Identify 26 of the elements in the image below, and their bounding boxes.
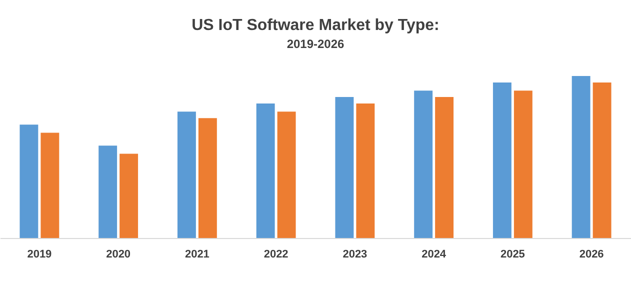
- bar: [592, 82, 612, 238]
- bar: [356, 104, 375, 238]
- bar: [572, 76, 590, 238]
- bar: [514, 90, 532, 238]
- bar: [20, 124, 38, 238]
- bar: [40, 132, 60, 238]
- bar: [198, 118, 217, 238]
- x-tick-label: 2019: [27, 248, 52, 260]
- x-tick-label: 2021: [184, 248, 210, 260]
- bar: [177, 112, 196, 238]
- bar: [414, 90, 433, 238]
- bar: [335, 97, 354, 238]
- bar: [98, 146, 118, 238]
- chart-subtitle: 2019-2026: [286, 37, 345, 51]
- x-tick-label: 2025: [500, 248, 525, 260]
- x-tick-label: 2020: [106, 248, 131, 260]
- bar: [277, 112, 296, 238]
- chart-title: US IoT Software Market by Type:: [192, 17, 440, 34]
- bar: [120, 154, 138, 238]
- bar: [256, 104, 275, 238]
- bar: [492, 82, 512, 238]
- x-tick-label: 2024: [422, 248, 447, 260]
- x-tick-label: 2022: [264, 248, 288, 260]
- x-tick-label: 2026: [579, 248, 604, 260]
- bar: [435, 97, 454, 238]
- x-tick-label: 2023: [342, 248, 368, 260]
